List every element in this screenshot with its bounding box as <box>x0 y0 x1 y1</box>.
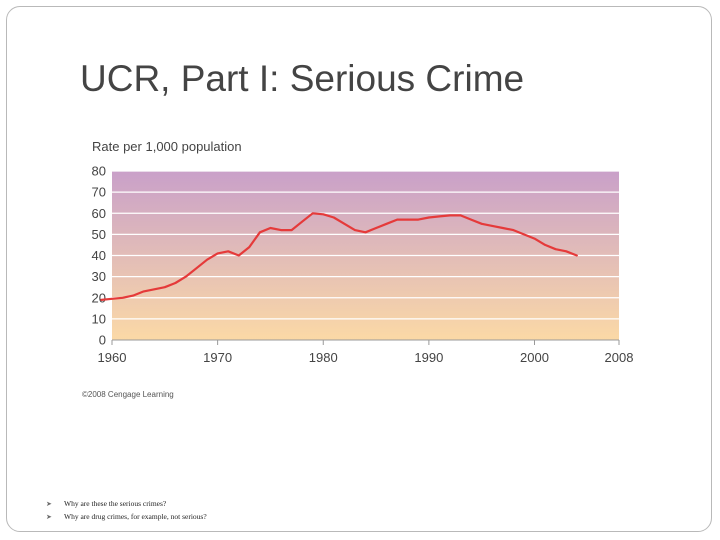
data-point <box>343 223 346 225</box>
bullet-list: ➤ Why are these the serious crimes? ➤ Wh… <box>46 497 207 523</box>
data-point <box>301 220 303 223</box>
data-point <box>533 237 536 240</box>
y-tick-label: 50 <box>92 227 106 242</box>
data-point <box>111 298 113 300</box>
data-point <box>227 250 229 253</box>
data-point <box>354 229 356 231</box>
copyright-note: ©2008 Cengage Learning <box>82 390 174 399</box>
data-point <box>565 250 567 253</box>
x-tick-label: 2008 <box>605 350 634 365</box>
x-tick-label: 2000 <box>520 350 549 365</box>
data-point <box>290 229 293 231</box>
data-point <box>259 231 261 234</box>
data-point <box>428 216 430 219</box>
x-tick-label: 1960 <box>98 350 127 365</box>
data-point <box>174 282 177 284</box>
x-tick-labels: 1960 1970 1980 1990 2000 2008 <box>98 340 634 365</box>
data-point <box>121 296 124 299</box>
slide-title: UCR, Part I: Serious Crime <box>80 58 525 99</box>
y-tick-label: 60 <box>92 206 106 221</box>
y-tick-label: 30 <box>92 269 106 284</box>
x-tick-label: 1990 <box>414 350 443 365</box>
bullet-icon: ➤ <box>46 512 52 521</box>
y-tick-labels: 0 10 20 30 40 50 60 70 80 <box>92 164 106 348</box>
bullet-icon: ➤ <box>46 499 52 508</box>
data-point <box>206 258 208 261</box>
data-point <box>523 233 525 236</box>
data-point <box>311 212 314 215</box>
bullet-item: ➤ Why are drug crimes, for example, not … <box>46 510 207 523</box>
data-point <box>280 229 282 231</box>
data-point <box>480 223 483 225</box>
y-tick-label: 0 <box>99 333 106 348</box>
data-point <box>322 213 325 216</box>
data-point <box>449 214 451 217</box>
data-point <box>237 254 240 257</box>
data-point <box>502 227 504 229</box>
data-point <box>491 225 494 227</box>
series-points <box>100 212 578 301</box>
y-axis-label: Rate per 1,000 population <box>92 139 242 154</box>
data-point <box>417 218 420 221</box>
y-tick-label: 40 <box>92 248 106 263</box>
bullet-text: Why are drug crimes, for example, not se… <box>64 512 207 521</box>
data-point <box>216 252 219 255</box>
data-point <box>269 227 272 229</box>
bullet-item: ➤ Why are these the serious crimes? <box>46 497 207 510</box>
data-point <box>153 288 156 291</box>
y-tick-label: 10 <box>92 311 106 326</box>
data-point <box>132 294 134 297</box>
data-point <box>164 286 166 288</box>
data-point <box>396 218 398 221</box>
data-point <box>385 223 388 225</box>
data-point <box>438 215 441 218</box>
y-tick-label: 20 <box>92 290 106 305</box>
data-point <box>142 290 145 293</box>
data-point <box>195 267 198 269</box>
data-point <box>544 244 546 246</box>
y-tick-label: 70 <box>92 185 106 200</box>
data-point <box>364 231 367 234</box>
grid-lines <box>112 170 619 341</box>
x-tick-label: 1980 <box>309 350 338 365</box>
data-point <box>470 218 472 221</box>
data-point <box>185 275 187 278</box>
data-point <box>512 229 515 231</box>
x-tick-label: 1970 <box>203 350 232 365</box>
y-tick-label: 80 <box>92 164 106 179</box>
data-point <box>554 248 557 250</box>
data-point <box>575 254 578 257</box>
bullet-text: Why are these the serious crimes? <box>64 499 167 508</box>
data-point <box>100 299 103 301</box>
data-point <box>459 214 462 217</box>
series-line <box>100 212 578 301</box>
data-point <box>248 246 251 248</box>
data-point <box>333 216 335 219</box>
data-point <box>406 218 409 221</box>
data-point <box>375 227 377 229</box>
